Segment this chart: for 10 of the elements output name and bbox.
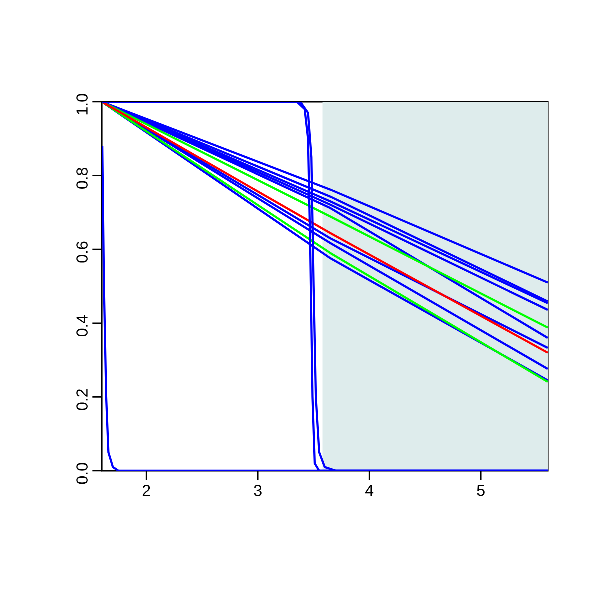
y-tick-label: 0.4 bbox=[76, 315, 88, 337]
y-tick-label: 0.8 bbox=[76, 168, 88, 189]
x-tick-label: 3 bbox=[254, 485, 262, 496]
x-tick-label: 4 bbox=[366, 485, 374, 496]
y-tick-label: 1.0 bbox=[76, 94, 88, 115]
y-tick-label: 0.6 bbox=[76, 242, 88, 263]
y-tick-label: 0.0 bbox=[76, 463, 88, 484]
y-tick-label: 0.2 bbox=[76, 390, 88, 410]
x-tick-label: 2 bbox=[142, 485, 150, 496]
x-tick-label: 5 bbox=[477, 485, 485, 496]
